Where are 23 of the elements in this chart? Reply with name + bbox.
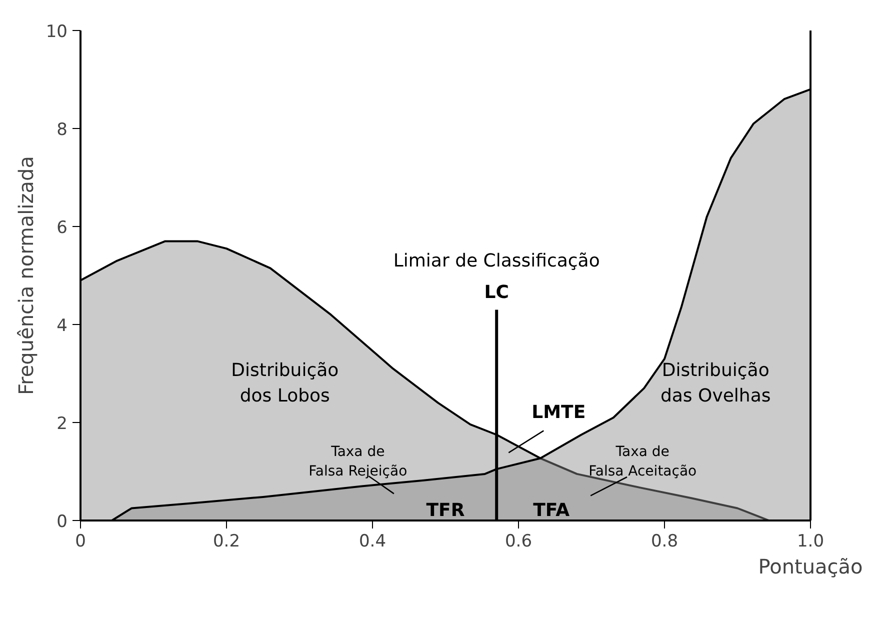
- x-tick-label: 0.4: [358, 532, 386, 552]
- annotation: Distribuição dos Lobos: [231, 360, 339, 406]
- annotation: TFR: [426, 500, 465, 522]
- y-axis-title: Frequência normalizada: [14, 156, 38, 395]
- y-tick-label: 4: [56, 316, 68, 336]
- y-tick-label: 2: [56, 414, 68, 434]
- annotation: LC: [484, 282, 509, 304]
- x-axis-title: Pontuação: [758, 554, 863, 578]
- y-tick-label: 0: [56, 512, 68, 532]
- annotation: Taxa de Falsa Aceitação: [588, 444, 697, 480]
- x-tick-label: 0: [75, 532, 86, 552]
- x-tick-label: 0.6: [504, 532, 532, 552]
- y-tick-label: 10: [46, 22, 68, 42]
- annotation: Taxa de Falsa Rejeição: [308, 444, 408, 480]
- annotation: TFA: [533, 500, 570, 522]
- annotation: LMTE: [532, 402, 586, 424]
- x-tick-label: 0.2: [212, 532, 240, 552]
- y-tick-label: 6: [56, 218, 68, 238]
- x-tick-label: 0.8: [650, 532, 678, 552]
- annotation: Limiar de Classificação: [393, 250, 600, 272]
- x-tick-label: 1.0: [796, 532, 824, 552]
- annotation: Distribuição das Ovelhas: [660, 360, 771, 406]
- y-tick-label: 8: [56, 120, 68, 140]
